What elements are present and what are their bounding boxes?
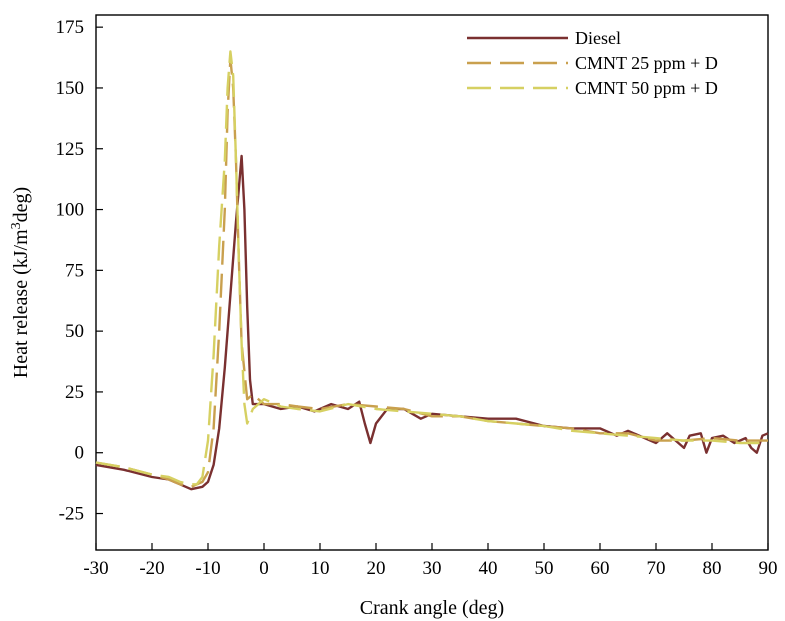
x-tick-label: 20 — [367, 558, 386, 579]
x-tick-label: 10 — [311, 558, 330, 579]
y-tick-label: 0 — [75, 443, 85, 464]
y-axis-label-superscript: 3 — [9, 222, 24, 229]
x-tick-label: -30 — [83, 558, 108, 579]
y-tick-label: 50 — [65, 321, 84, 342]
y-tick-label: 100 — [56, 200, 85, 221]
series-layer — [95, 50, 769, 491]
y-axis-label: Heat release (kJ/m3deg) — [9, 187, 32, 378]
legend-label: CMNT 50 ppm + D — [575, 78, 718, 98]
x-tick-label: 50 — [535, 558, 554, 579]
y-tick-label: -25 — [59, 504, 84, 525]
x-tick-label: 70 — [647, 558, 666, 579]
x-tick-label: 80 — [703, 558, 722, 579]
series-line-diesel — [95, 154, 769, 491]
y-tick-label: 125 — [56, 139, 85, 160]
x-tick-label: -20 — [139, 558, 164, 579]
y-axis-label-prefix: Heat release (kJ/m — [10, 229, 32, 378]
y-tick-label: 175 — [56, 17, 85, 38]
y-tick-label: 150 — [56, 78, 85, 99]
x-tick-label: 60 — [591, 558, 610, 579]
legend: Diesel CMNT 25 ppm + D CMNT 50 ppm + D — [467, 28, 718, 98]
legend-label: CMNT 25 ppm + D — [575, 53, 718, 73]
y-axis-label-suffix: deg) — [10, 187, 32, 223]
series-line-cmnt-50-ppm-d — [95, 50, 768, 486]
x-tick-label: 90 — [759, 558, 778, 579]
axes-layer: -30 -20 -10 0 10 20 30 40 50 60 70 80 90 -25 0 25 50 75 10… — [56, 17, 778, 579]
x-tick-label: 0 — [259, 558, 269, 579]
legend-label: Diesel — [575, 28, 621, 48]
y-tick-label: 75 — [65, 260, 84, 281]
x-axis-label: Crank angle (deg) — [360, 597, 504, 619]
x-tick-label: 30 — [423, 558, 442, 579]
y-tick-label: 25 — [65, 382, 84, 403]
x-tick-label: -10 — [195, 558, 220, 579]
x-tick-label: 40 — [479, 558, 498, 579]
